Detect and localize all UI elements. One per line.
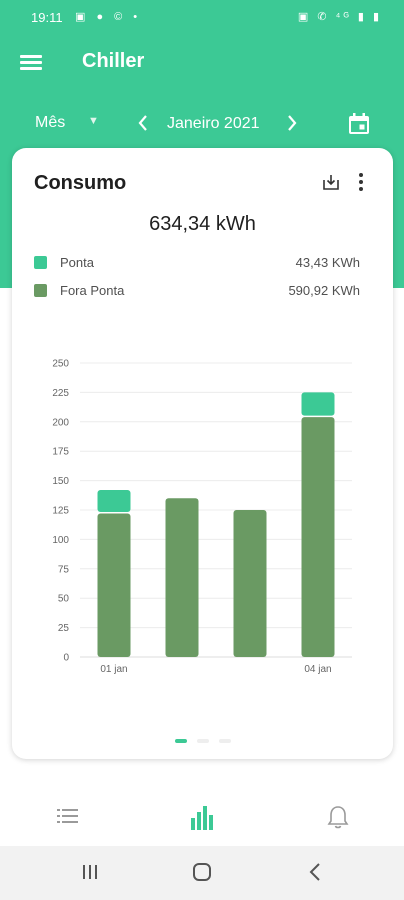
legend-item-ponta: Ponta 43,43 KWh bbox=[34, 253, 360, 273]
page-dot[interactable] bbox=[197, 739, 209, 743]
back-icon[interactable] bbox=[308, 862, 322, 887]
status-time: 19:11 bbox=[31, 10, 63, 25]
bell-icon[interactable] bbox=[326, 804, 350, 835]
app-title: Chiller bbox=[82, 50, 145, 72]
y-tick-label: 0 bbox=[63, 653, 69, 664]
calendar-icon[interactable] bbox=[347, 112, 371, 141]
y-tick-label: 150 bbox=[52, 476, 69, 487]
y-tick-label: 250 bbox=[52, 359, 69, 370]
page-dot-active[interactable] bbox=[175, 739, 187, 743]
notification-icons: ▣ ● © • bbox=[75, 11, 142, 23]
bar-ponta bbox=[301, 392, 335, 416]
y-tick-label: 225 bbox=[52, 388, 69, 399]
home-icon[interactable] bbox=[192, 862, 212, 887]
system-status-icons: ▣ ✆ ⁴ᴳ ▮ ▮ bbox=[297, 11, 382, 23]
list-icon[interactable] bbox=[56, 806, 80, 831]
download-icon[interactable] bbox=[321, 172, 341, 197]
legend-value: 590,92 KWh bbox=[288, 283, 360, 298]
bar-ponta bbox=[97, 490, 131, 513]
month-label: Janeiro 2021 bbox=[167, 115, 260, 132]
legend-label: Fora Ponta bbox=[60, 283, 125, 298]
bar-fora-ponta bbox=[233, 510, 267, 657]
card-title: Consumo bbox=[34, 172, 127, 194]
system-navigation-bar bbox=[0, 846, 404, 900]
y-tick-label: 200 bbox=[52, 417, 69, 428]
total-consumption: 634,34 kWh bbox=[149, 213, 256, 235]
legend-swatch bbox=[34, 256, 47, 269]
legend-label: Ponta bbox=[60, 255, 94, 270]
hamburger-menu-icon[interactable] bbox=[20, 52, 44, 72]
bar-fora-ponta bbox=[301, 417, 335, 657]
dropdown-caret-icon[interactable]: ▼ bbox=[88, 115, 99, 127]
bar-fora-ponta bbox=[165, 498, 199, 657]
consumption-card: Consumo 634,34 kWh Ponta 43,43 KWh Fora … bbox=[12, 148, 393, 759]
more-options-icon[interactable] bbox=[357, 172, 365, 197]
y-tick-label: 175 bbox=[52, 447, 69, 458]
legend-value: 43,43 KWh bbox=[295, 255, 360, 270]
x-tick-label: 04 jan bbox=[304, 664, 331, 675]
x-tick-label: 01 jan bbox=[100, 664, 127, 675]
legend-swatch bbox=[34, 284, 47, 297]
legend-item-fora-ponta: Fora Ponta 590,92 KWh bbox=[34, 281, 360, 301]
recent-apps-icon[interactable] bbox=[80, 862, 100, 887]
next-month-chevron-icon[interactable] bbox=[285, 112, 299, 140]
page-dot[interactable] bbox=[219, 739, 231, 743]
app-bar: Chiller bbox=[0, 36, 404, 88]
period-selector-row: Mês ▼ Janeiro 2021 bbox=[0, 104, 404, 146]
y-tick-label: 25 bbox=[58, 623, 70, 634]
bottom-navigation bbox=[0, 790, 404, 846]
consumption-bar-chart: 0 25 50 75 100 125 150 175 200 225 250 01 jan 04 jan bbox=[52, 359, 352, 675]
y-tick-label: 100 bbox=[52, 535, 69, 546]
y-tick-label: 75 bbox=[58, 564, 70, 575]
y-tick-label: 125 bbox=[52, 506, 69, 517]
period-mode-dropdown[interactable]: Mês bbox=[35, 114, 66, 131]
previous-month-chevron-icon[interactable] bbox=[136, 112, 150, 140]
status-bar: 19:11 ▣ ● © • ▣ ✆ ⁴ᴳ ▮ ▮ bbox=[0, 0, 404, 36]
bar-chart-icon[interactable] bbox=[190, 804, 214, 835]
y-tick-label: 50 bbox=[58, 594, 70, 605]
bar-fora-ponta bbox=[97, 513, 131, 657]
